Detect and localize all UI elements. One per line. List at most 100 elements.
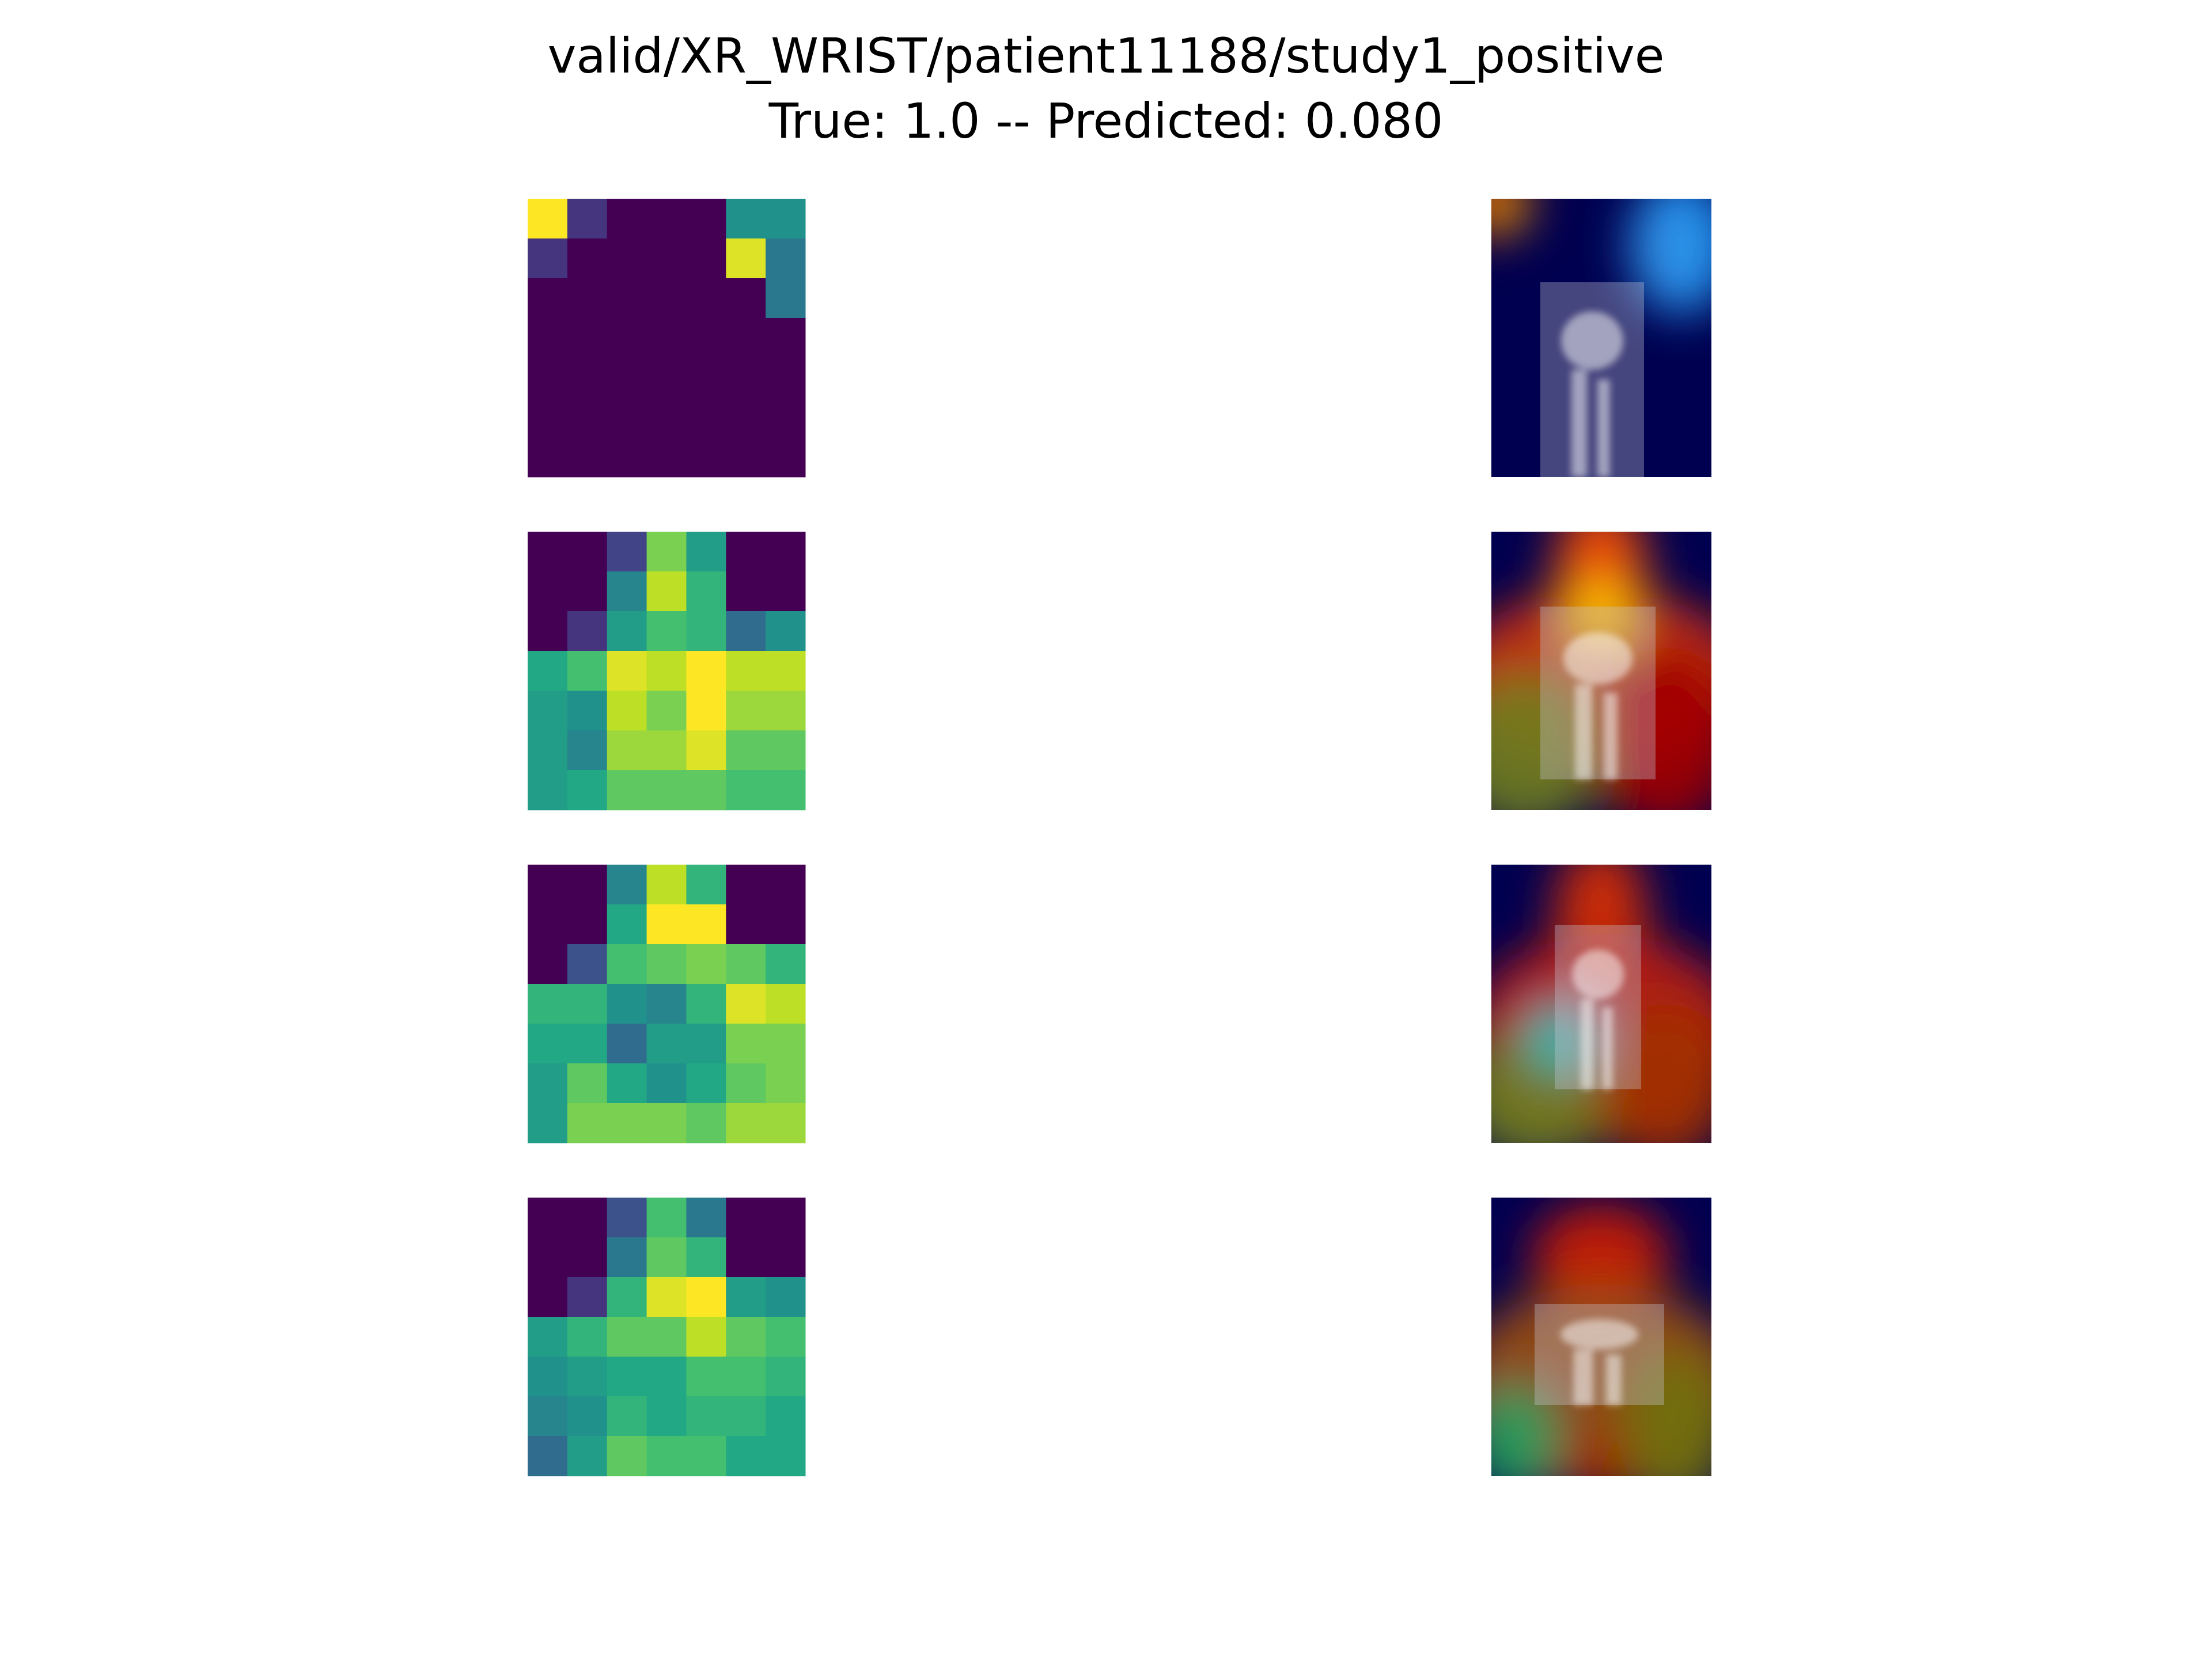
xray-bones — [1560, 1319, 1638, 1405]
heatmap-cell — [766, 1277, 806, 1317]
heatmap-cell — [646, 358, 687, 398]
heatmap-cell — [567, 358, 608, 398]
heatmap-cell — [726, 1436, 766, 1476]
heatmap-cell — [686, 437, 726, 478]
heatmap-cell — [686, 397, 726, 438]
heatmap-cell — [567, 1357, 608, 1397]
heatmap-cell — [567, 1024, 608, 1064]
heatmap-cell — [766, 1103, 806, 1143]
heatmap-cell — [607, 571, 647, 612]
heatmap-cell — [528, 984, 568, 1024]
heatmap-cell — [528, 1024, 568, 1064]
heatmap — [528, 532, 806, 810]
heatmap-cell — [726, 278, 766, 319]
heatmap-cell — [646, 532, 687, 572]
heat-blob — [1491, 1382, 1560, 1476]
heatmap-cell — [726, 1198, 766, 1238]
heatmap-cell — [567, 1103, 608, 1143]
heatmap-cell — [686, 611, 726, 652]
heatmap-cell — [528, 199, 568, 239]
heatmap-cell — [528, 904, 568, 945]
heatmap-cell — [567, 318, 608, 358]
heatmap-cell — [686, 944, 726, 984]
heatmap-cell — [567, 691, 608, 731]
heatmap-cell — [646, 1436, 687, 1476]
heatmap-cell — [686, 1103, 726, 1143]
heatmap-cell — [567, 1237, 608, 1278]
heatmap-cell — [766, 318, 806, 358]
bone — [1563, 632, 1633, 684]
heatmap-cell — [567, 1277, 608, 1317]
heatmap-cell — [528, 397, 568, 438]
heatmap-cell — [528, 1357, 568, 1397]
heatmap-cell — [686, 199, 726, 239]
bone — [1602, 1007, 1613, 1089]
heat-blob — [1532, 1203, 1670, 1307]
title-line: valid/XR_WRIST/patient11188/study1_posit… — [548, 28, 1665, 84]
heatmap-cell — [766, 1024, 806, 1064]
heatmap-cell — [766, 1436, 806, 1476]
heatmap-cell — [726, 691, 766, 731]
heatmap-cell — [567, 238, 608, 279]
heatmap-cell — [567, 199, 608, 239]
heatmap-cell — [567, 278, 608, 319]
heatmap-cell — [766, 397, 806, 438]
heatmap-cell — [686, 1024, 726, 1064]
heatmap-cell — [607, 1024, 647, 1064]
heatmap-cell — [607, 238, 647, 279]
overlay-image — [1491, 865, 1711, 1143]
heatmap-cell — [528, 1317, 568, 1357]
heatmap-cell — [528, 1103, 568, 1143]
heatmap-cell — [567, 730, 608, 771]
heatmap-cell — [686, 730, 726, 771]
heatmap-cell — [607, 865, 647, 905]
heatmap-cell — [528, 358, 568, 398]
heatmap-cell — [607, 1237, 647, 1278]
heatmap-cell — [646, 984, 687, 1024]
heatmap-cell — [567, 984, 608, 1024]
bone — [1605, 1354, 1622, 1405]
heat-blob — [1491, 199, 1520, 225]
heatmap-cell — [646, 1357, 687, 1397]
heatmap — [528, 1198, 806, 1476]
bone — [1604, 693, 1618, 779]
heatmap-cell — [528, 1063, 568, 1104]
bone — [1597, 380, 1610, 477]
heat-blob — [1526, 1003, 1595, 1072]
heatmap-cell — [528, 944, 568, 984]
heatmap-cell — [607, 1063, 647, 1104]
heatmap-cell — [686, 1237, 726, 1278]
heatmap-cell — [766, 611, 806, 652]
heatmap-cell — [607, 318, 647, 358]
heatmap-cell — [646, 571, 687, 612]
heatmap-cell — [607, 1198, 647, 1238]
heatmap-cell — [646, 278, 687, 319]
heatmap-cell — [726, 571, 766, 612]
heatmap-cell — [567, 1396, 608, 1437]
heatmap-cell — [567, 770, 608, 810]
heatmap-cell — [646, 1103, 687, 1143]
heatmap-cell — [766, 532, 806, 572]
heatmap-cell — [686, 1317, 726, 1357]
heatmap-cell — [607, 1277, 647, 1317]
heatmap-cell — [528, 1396, 568, 1437]
heatmap-cell — [607, 651, 647, 691]
heatmap-cell — [646, 1317, 687, 1357]
heatmap-cell — [766, 770, 806, 810]
heatmap-cell — [607, 1103, 647, 1143]
bone — [1561, 311, 1623, 370]
heatmap-cell — [766, 238, 806, 279]
heatmap-cell — [607, 437, 647, 478]
bone — [1571, 370, 1587, 477]
heatmap-cell — [726, 944, 766, 984]
heatmap-cell — [567, 1317, 608, 1357]
heatmap-cell — [607, 1317, 647, 1357]
heatmap-cell — [607, 1396, 647, 1437]
bone — [1581, 999, 1594, 1089]
heatmap-cell — [567, 397, 608, 438]
heatmap-cell — [686, 651, 726, 691]
heatmap-cell — [726, 1277, 766, 1317]
heatmap-cell — [766, 984, 806, 1024]
heatmap-cell — [607, 397, 647, 438]
